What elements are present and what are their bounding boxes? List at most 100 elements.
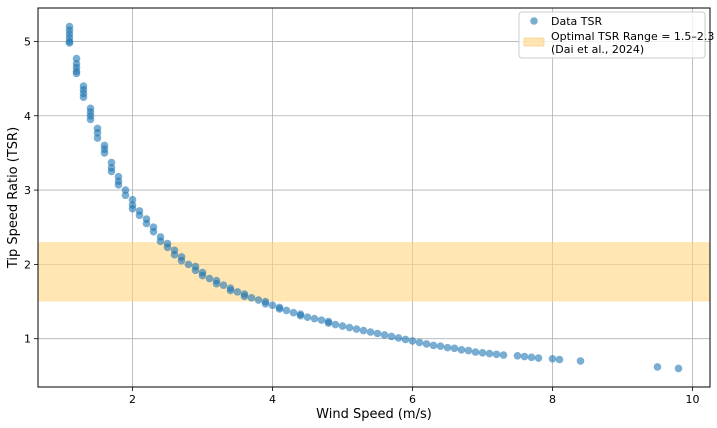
data-point	[429, 341, 438, 350]
data-point	[247, 294, 256, 302]
data-point	[422, 340, 431, 348]
data-point	[198, 271, 207, 280]
data-point	[170, 250, 179, 259]
data-point	[86, 115, 95, 124]
data-point	[72, 69, 81, 78]
data-point	[331, 320, 340, 329]
legend: Data TSR Optimal TSR Range = 1.5–2.3 (Da…	[518, 11, 714, 59]
y-tick-label: 4	[24, 110, 31, 123]
optimal-tsr-band	[38, 242, 710, 302]
data-point	[275, 305, 284, 313]
data-point	[219, 281, 228, 289]
data-point	[268, 301, 277, 310]
data-point	[310, 314, 319, 323]
data-point	[156, 237, 165, 246]
x-tick-label: 2	[129, 393, 136, 406]
legend-label-band: Optimal TSR Range = 1.5–2.3	[551, 30, 714, 43]
data-point	[303, 313, 312, 321]
data-point	[450, 344, 459, 353]
data-point	[352, 325, 361, 333]
data-point	[240, 292, 249, 301]
legend-marker-band	[523, 37, 545, 47]
data-point	[324, 319, 333, 327]
data-point	[93, 134, 102, 142]
data-point	[443, 343, 452, 352]
legend-box	[518, 11, 706, 59]
plot-frame	[37, 7, 711, 388]
data-point	[184, 260, 193, 269]
data-point	[415, 338, 424, 347]
data-point	[121, 186, 130, 194]
data-point	[233, 288, 242, 296]
data-point	[576, 357, 585, 365]
data-point	[261, 299, 270, 308]
data-point	[380, 331, 389, 339]
grid	[38, 8, 710, 387]
data-point	[100, 149, 109, 157]
x-axis-label: Wind Speed (m/s)	[316, 407, 432, 422]
data-point	[345, 323, 354, 332]
data-point	[513, 351, 522, 360]
data-point	[177, 256, 186, 265]
data-point	[527, 353, 536, 362]
y-tick-label: 2	[24, 258, 31, 271]
y-tick-label: 5	[24, 35, 31, 48]
data-point	[373, 329, 382, 338]
data-point	[79, 93, 88, 101]
y-tick-label: 1	[24, 333, 31, 346]
data-point	[338, 322, 347, 330]
data-point	[226, 286, 235, 295]
data-point	[387, 332, 396, 341]
data-point	[408, 337, 417, 345]
data-point	[317, 316, 326, 324]
x-tick-label: 10	[686, 393, 700, 406]
x-tick-label: 8	[549, 393, 556, 406]
data-point	[366, 328, 375, 336]
data-point	[93, 129, 102, 137]
data-point	[114, 181, 123, 189]
legend-label-band-citation: (Dai et al., 2024)	[551, 43, 644, 56]
data-point	[128, 204, 137, 213]
data-point	[499, 351, 508, 359]
data-point	[457, 346, 466, 354]
data-point	[205, 274, 214, 283]
data-point	[135, 211, 144, 220]
data-point	[289, 308, 298, 317]
x-tick-label: 6	[409, 393, 416, 406]
data-point	[555, 355, 564, 364]
data-point	[128, 195, 137, 204]
data-point	[359, 326, 368, 335]
data-point	[464, 346, 473, 355]
legend-label-data-tsr: Data TSR	[551, 15, 602, 28]
data-point	[548, 354, 557, 363]
y-tick-label: 3	[24, 184, 31, 197]
data-point	[520, 352, 529, 361]
data-point	[212, 279, 221, 288]
data-point	[149, 227, 158, 236]
data-point	[485, 349, 494, 358]
data-point	[471, 348, 480, 356]
legend-marker-data-tsr	[530, 17, 538, 25]
data-point	[107, 158, 116, 167]
data-point	[65, 39, 74, 47]
data-point	[191, 266, 200, 275]
data-point	[478, 349, 487, 357]
data-point	[394, 334, 403, 342]
data-point	[163, 243, 172, 252]
data-point	[492, 350, 501, 359]
data-point	[401, 335, 410, 344]
data-point	[142, 219, 151, 228]
data-point	[282, 306, 291, 315]
data-point	[674, 364, 683, 373]
data-point	[254, 296, 263, 304]
data-point	[296, 311, 305, 320]
data-point	[107, 167, 116, 176]
y-axis-label: Tip Speed Ratio (TSR)	[6, 127, 21, 269]
data-point	[121, 191, 130, 200]
data-points	[65, 22, 683, 373]
data-point	[436, 342, 445, 350]
data-point	[72, 54, 81, 63]
data-point	[653, 363, 662, 371]
